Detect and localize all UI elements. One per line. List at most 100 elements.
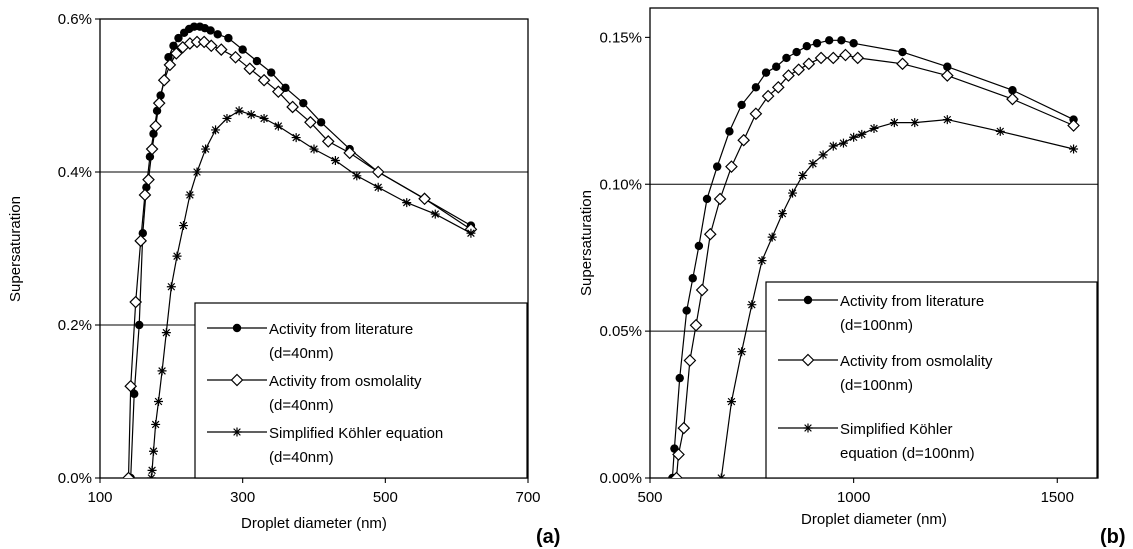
data-point (134, 234, 148, 248)
y-tick-label: 0.4% (58, 164, 92, 181)
data-point (825, 36, 834, 45)
data-point (777, 209, 787, 219)
x-tick-label: 100 (87, 489, 112, 506)
legend-label: Activity from literature (269, 321, 413, 338)
legend-marker (232, 323, 242, 333)
x-tick-label: 1000 (837, 489, 870, 506)
data-point (761, 89, 775, 103)
data-point (857, 129, 867, 139)
data-point (418, 192, 431, 206)
data-point (304, 115, 317, 129)
legend-label: (d=40nm) (269, 449, 334, 466)
data-point (373, 182, 383, 192)
y-axis-label: Supersaturation (578, 190, 595, 296)
data-point (286, 100, 299, 114)
legend-marker (803, 423, 813, 433)
legend-marker (801, 353, 815, 367)
data-point (771, 80, 785, 94)
data-point (792, 47, 801, 57)
data-point (889, 118, 899, 128)
legend-label: (d=40nm) (269, 345, 334, 362)
data-point (839, 48, 852, 62)
chart-panel-b: 0.00% 0.05% 0.10% 0.15% 500 1000 1500 Droplet d… (578, 7, 1126, 548)
x-tick-label: 300 (230, 489, 255, 506)
data-point (222, 113, 232, 123)
data-point (737, 347, 747, 357)
data-point (145, 142, 159, 156)
legend-label: (d=100nm) (840, 377, 913, 394)
data-point (330, 156, 340, 166)
data-point (726, 397, 736, 407)
data-point (689, 318, 703, 332)
data-point (174, 33, 183, 43)
legend-marker (803, 295, 813, 305)
y-tick-label: 0.05% (599, 323, 642, 340)
data-point (747, 300, 757, 310)
data-point (896, 57, 909, 71)
legend-label: (d=40nm) (269, 397, 334, 414)
data-point (837, 36, 846, 45)
data-point (792, 63, 806, 77)
panel-label: (b) (1100, 526, 1126, 548)
legend-label: Activity from literature (840, 293, 984, 310)
data-point (849, 132, 859, 142)
legend-label: Activity from osmolality (269, 373, 422, 390)
x-axis-label: Droplet diameter (nm) (801, 511, 947, 528)
data-point (749, 107, 763, 121)
data-point (943, 62, 952, 71)
data-point (352, 171, 362, 181)
series-line-2 (670, 48, 1080, 478)
series-line-3 (146, 106, 476, 478)
data-point (204, 39, 218, 53)
data-point (675, 373, 684, 383)
panel-label: (a) (536, 526, 560, 548)
legend-label: Simplified Köhler (840, 421, 953, 438)
data-point (138, 188, 152, 202)
data-point (130, 389, 139, 399)
data-point (430, 209, 440, 219)
data-point (402, 198, 412, 208)
data-point (688, 274, 697, 283)
y-tick-label: 0.00% (599, 470, 642, 487)
data-point (828, 141, 838, 151)
data-point (257, 73, 271, 87)
legend-marker (230, 373, 244, 387)
data-point (135, 320, 144, 330)
data-point (702, 194, 712, 204)
data-point (942, 115, 952, 125)
series-line-1 (668, 36, 1078, 478)
data-point (826, 51, 840, 65)
data-point (713, 192, 727, 206)
data-point (299, 98, 308, 108)
data-point (163, 58, 177, 72)
series-path (671, 39, 1074, 478)
data-point (869, 123, 879, 133)
data-point (259, 113, 269, 123)
legend-marker (232, 427, 242, 437)
y-tick-label: 0.6% (58, 11, 92, 28)
data-point (157, 366, 167, 376)
data-point (838, 138, 848, 148)
data-point (808, 159, 818, 169)
data-point (185, 190, 195, 200)
data-point (371, 165, 385, 179)
data-point (206, 26, 215, 35)
data-point (767, 232, 777, 242)
data-point (178, 221, 188, 231)
series-line-2 (122, 35, 478, 478)
data-point (224, 33, 233, 43)
data-point (802, 41, 811, 51)
data-point (677, 421, 691, 435)
data-point (1008, 86, 1017, 95)
x-tick-label: 500 (373, 489, 398, 506)
data-point (343, 146, 357, 160)
data-point (682, 306, 691, 315)
legend-label: Activity from osmolality (840, 353, 993, 370)
data-point (737, 133, 751, 147)
data-point (124, 379, 138, 393)
data-point (229, 50, 242, 64)
data-point (243, 62, 257, 76)
data-point (157, 73, 171, 87)
data-point (725, 160, 738, 173)
legend: Activity from literature (d=100nm) Activit… (765, 281, 1098, 479)
